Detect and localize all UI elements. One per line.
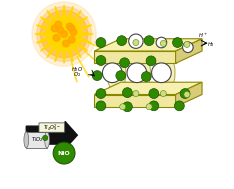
Circle shape bbox=[129, 34, 143, 48]
Circle shape bbox=[120, 58, 129, 68]
Circle shape bbox=[156, 37, 167, 48]
Circle shape bbox=[53, 142, 75, 164]
Polygon shape bbox=[47, 10, 55, 21]
Polygon shape bbox=[35, 33, 47, 36]
Polygon shape bbox=[36, 38, 48, 43]
Circle shape bbox=[149, 101, 159, 111]
Circle shape bbox=[133, 40, 139, 46]
Polygon shape bbox=[68, 50, 73, 62]
Circle shape bbox=[47, 17, 81, 51]
Circle shape bbox=[51, 25, 58, 32]
FancyBboxPatch shape bbox=[26, 132, 47, 148]
Circle shape bbox=[96, 101, 106, 111]
Circle shape bbox=[184, 41, 190, 47]
Text: $Ti_4O_9^{2-}$: $Ti_4O_9^{2-}$ bbox=[43, 122, 61, 133]
Circle shape bbox=[61, 31, 67, 37]
Polygon shape bbox=[47, 47, 55, 58]
Circle shape bbox=[183, 42, 193, 53]
Circle shape bbox=[55, 21, 62, 28]
Text: NiO: NiO bbox=[58, 151, 70, 156]
Polygon shape bbox=[176, 39, 202, 63]
Circle shape bbox=[175, 101, 184, 111]
Circle shape bbox=[133, 91, 139, 97]
Polygon shape bbox=[40, 17, 51, 25]
Text: $H_2O$: $H_2O$ bbox=[71, 65, 83, 74]
Polygon shape bbox=[94, 51, 176, 63]
Text: $\mathit{H}^+$: $\mathit{H}^+$ bbox=[198, 31, 208, 40]
Ellipse shape bbox=[107, 53, 126, 93]
Circle shape bbox=[146, 104, 152, 110]
Circle shape bbox=[43, 135, 48, 141]
Circle shape bbox=[68, 36, 75, 43]
Text: $TiO_2$: $TiO_2$ bbox=[31, 135, 44, 144]
Circle shape bbox=[146, 56, 156, 66]
Polygon shape bbox=[94, 94, 176, 107]
Ellipse shape bbox=[24, 132, 29, 148]
Circle shape bbox=[37, 7, 91, 61]
Circle shape bbox=[70, 29, 77, 36]
Polygon shape bbox=[62, 5, 66, 17]
Polygon shape bbox=[55, 50, 60, 62]
Circle shape bbox=[116, 71, 126, 81]
Polygon shape bbox=[62, 51, 66, 63]
Polygon shape bbox=[94, 39, 202, 51]
Circle shape bbox=[141, 72, 151, 81]
Circle shape bbox=[160, 40, 166, 46]
Circle shape bbox=[160, 91, 166, 97]
Circle shape bbox=[120, 104, 126, 110]
Polygon shape bbox=[80, 38, 92, 43]
Circle shape bbox=[62, 40, 69, 47]
Polygon shape bbox=[176, 82, 202, 107]
Circle shape bbox=[149, 89, 159, 98]
Circle shape bbox=[117, 36, 127, 46]
Circle shape bbox=[180, 89, 190, 98]
Circle shape bbox=[53, 34, 60, 41]
Ellipse shape bbox=[156, 53, 175, 93]
Circle shape bbox=[122, 88, 132, 98]
Polygon shape bbox=[68, 6, 73, 18]
Circle shape bbox=[96, 89, 106, 98]
Polygon shape bbox=[40, 43, 51, 51]
Circle shape bbox=[32, 2, 96, 66]
Circle shape bbox=[122, 102, 132, 112]
Ellipse shape bbox=[132, 53, 150, 93]
Ellipse shape bbox=[45, 132, 49, 148]
Circle shape bbox=[68, 25, 75, 32]
Circle shape bbox=[152, 63, 171, 83]
Circle shape bbox=[184, 91, 190, 98]
Circle shape bbox=[144, 36, 154, 46]
Polygon shape bbox=[77, 17, 88, 25]
Polygon shape bbox=[73, 47, 81, 58]
Polygon shape bbox=[81, 33, 93, 36]
Circle shape bbox=[40, 10, 88, 58]
Polygon shape bbox=[80, 25, 92, 30]
Circle shape bbox=[172, 38, 182, 47]
Circle shape bbox=[127, 63, 147, 83]
Circle shape bbox=[96, 56, 106, 65]
FancyArrow shape bbox=[26, 122, 77, 149]
Circle shape bbox=[57, 27, 64, 34]
Circle shape bbox=[102, 63, 122, 83]
Text: $\mathit{H}_2$: $\mathit{H}_2$ bbox=[207, 40, 215, 49]
Text: $O_2$: $O_2$ bbox=[73, 70, 81, 79]
Circle shape bbox=[66, 23, 73, 30]
Polygon shape bbox=[36, 25, 48, 30]
Circle shape bbox=[92, 71, 102, 81]
Polygon shape bbox=[55, 6, 60, 18]
Circle shape bbox=[96, 38, 106, 47]
FancyBboxPatch shape bbox=[39, 123, 65, 132]
Polygon shape bbox=[94, 82, 202, 94]
Polygon shape bbox=[77, 43, 88, 51]
Polygon shape bbox=[73, 10, 81, 21]
